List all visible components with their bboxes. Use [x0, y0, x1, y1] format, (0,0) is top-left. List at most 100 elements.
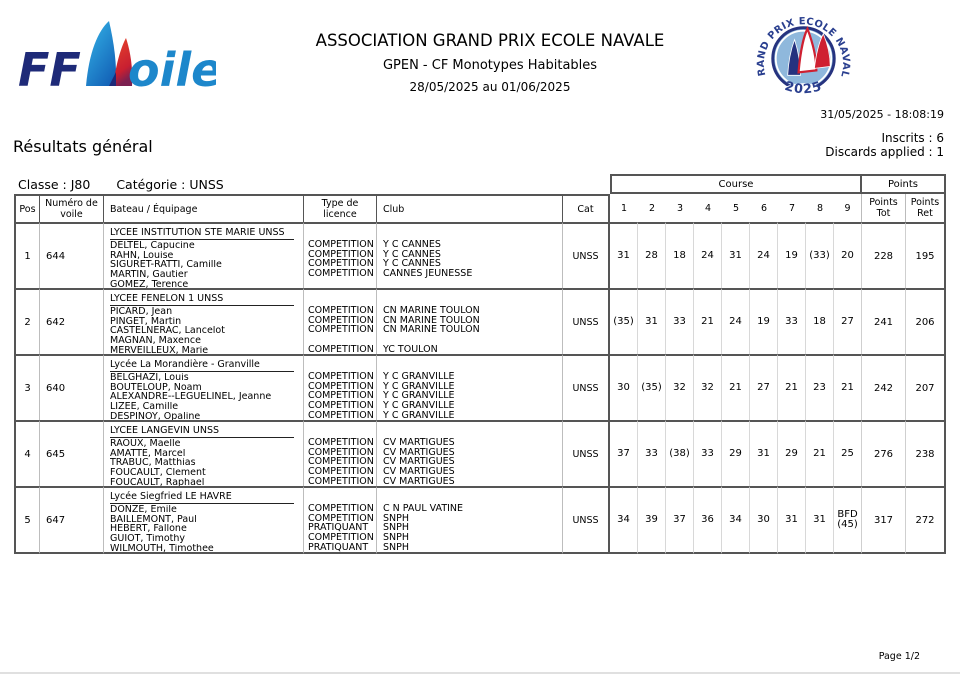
licence-line: COMPETITION — [308, 259, 374, 270]
race-score-cell-3: 33 — [666, 288, 694, 354]
club-line: Y C CANNES — [383, 259, 441, 270]
race-score-cell-6: 31 — [750, 420, 778, 486]
column-header-club: Club — [377, 194, 563, 222]
column-header-race-1: 1 — [620, 202, 628, 214]
results-table: Course Points Pos Numéro de voile Bateau… — [14, 174, 946, 554]
column-header-race-4: 4 — [704, 202, 712, 214]
licence-line: COMPETITION — [308, 447, 374, 458]
ffvoile-logo: FF oile — [16, 18, 222, 104]
race-score-cell-7: 29 — [778, 420, 806, 486]
logo-red-sail — [113, 38, 133, 86]
gpen-badge: GRAND PRIX ECOLE NAVALE 2025 — [748, 0, 855, 108]
cat-cell: UNSS — [563, 222, 610, 288]
crew-name: RAOUX, Maelle — [110, 439, 181, 449]
cat-cell: UNSS — [563, 288, 610, 354]
race-score-cell-9: 25 — [834, 420, 862, 486]
race-score-cell-4: 21 — [694, 288, 722, 354]
race-score-cell-7: 33 — [778, 288, 806, 354]
points-band: Points — [862, 174, 946, 194]
race-score-cell-5: 21 — [722, 354, 750, 420]
crew-name: MAGNAN, Maxence — [110, 336, 201, 346]
race-score-cell-2: 39 — [638, 486, 666, 554]
line-spacer — [308, 425, 376, 438]
race-score-cell-1: (35) — [610, 288, 638, 354]
column-header-sail-number: Numéro de voile — [40, 194, 104, 222]
points-net-cell: 195 — [906, 222, 946, 288]
points-net-cell: 206 — [906, 288, 946, 354]
licence-line: COMPETITION — [308, 325, 374, 336]
licence-line: COMPETITION — [308, 306, 374, 316]
race-score-cell-2: 33 — [638, 420, 666, 486]
line-spacer — [308, 491, 376, 504]
licence-line: COMPETITION — [308, 467, 374, 477]
points-net-cell: 272 — [906, 486, 946, 554]
boat-crew-cell: LYCEE FENELON 1 UNSS PICARD, Jean PINGET, … — [104, 288, 304, 354]
crew-name: FOUCAULT, Raphael — [110, 477, 205, 486]
club-line: CV MARTIGUES — [383, 467, 455, 477]
band-spacer — [14, 174, 610, 194]
race-score-cell-2: (35) — [638, 354, 666, 420]
line-spacer — [383, 425, 562, 438]
licence-cell: COMPETITION COMPETITION COMPETITION COMPETI… — [304, 354, 377, 420]
licence-line: COMPETITION — [308, 269, 374, 279]
race-score-cell-5: 34 — [722, 486, 750, 554]
crew-name: BOUTELOUP, Noam — [110, 382, 202, 393]
race-score-cell-8: (33) — [806, 222, 834, 288]
race-score-cell-1: 30 — [610, 354, 638, 420]
race-score-cell-6: 27 — [750, 354, 778, 420]
licence-line: COMPETITION — [308, 381, 374, 392]
team-name: Lycée La Morandière - Granville — [110, 360, 294, 372]
club-line — [383, 279, 562, 288]
crew-name: PINGET, Martin — [110, 316, 182, 327]
club-cell: Y C CANNES Y C CANNES Y C CANNES CANNES JEU… — [377, 222, 563, 288]
licence-line: COMPETITION — [308, 372, 374, 382]
column-header-race-5: 5 — [732, 202, 740, 214]
line-spacer — [383, 293, 562, 306]
column-header-race-9: 9 — [834, 194, 862, 222]
logo-blue-sail — [86, 21, 117, 86]
club-line: CN MARINE TOULON — [383, 325, 480, 336]
club-line: CV MARTIGUES — [383, 438, 455, 448]
sail-number-cell: 645 — [40, 420, 104, 486]
column-header-race-6: 6 — [760, 202, 768, 214]
crew-name: BAILLEMONT, Paul — [110, 514, 197, 525]
crew-name: DONZE, Emile — [110, 505, 177, 515]
boat-crew-cell: LYCEE LANGEVIN UNSS RAOUX, Maelle AMATTE, … — [104, 420, 304, 486]
crew-name: ALEXANDRE--LEGUELINEL, Jeanne — [110, 392, 272, 403]
race-score-cell-8: 21 — [806, 420, 834, 486]
crew-name: RAHN, Louise — [110, 250, 174, 261]
crew-name: GOMEZ, Terence — [110, 279, 189, 288]
position-cell: 2 — [14, 288, 40, 354]
race-score-cell-4: 36 — [694, 486, 722, 554]
licence-line — [308, 279, 376, 288]
crew-name: DELTEL, Capucine — [110, 241, 195, 251]
race-score-cell-4: 32 — [694, 354, 722, 420]
licence-line: PRATIQUANT — [308, 523, 369, 534]
sail-number-cell: 644 — [40, 222, 104, 288]
team-name: Lycée Siegfried LE HAVRE — [110, 492, 294, 504]
race-score-cell-5: 24 — [722, 288, 750, 354]
points-total-cell: 242 — [862, 354, 906, 420]
crew-name: MARTIN, Gautier — [110, 270, 188, 280]
race-score-cell-1: 34 — [610, 486, 638, 554]
column-header-race-7: 7 — [788, 202, 796, 214]
club-cell: Y C GRANVILLE Y C GRANVILLE Y C GRANVILLE Y… — [377, 354, 563, 420]
licence-line: COMPETITION — [308, 391, 374, 402]
club-line — [383, 335, 562, 345]
club-cell: C N PAUL VATINE SNPH SNPH SNPH SNPH — [377, 486, 563, 554]
column-header-boat-crew: Bateau / Équipage — [104, 194, 304, 222]
race-score-cell-3: 18 — [666, 222, 694, 288]
crew-name: MERVEILLEUX, Marie — [110, 345, 209, 354]
boat-crew-cell: Lycée La Morandière - Granville BELGHAZI,… — [104, 354, 304, 420]
race-score-cell-2: 31 — [638, 288, 666, 354]
club-line: Y C CANNES — [383, 249, 441, 260]
club-line: YC TOULON — [383, 344, 438, 354]
licence-line: COMPETITION — [308, 504, 374, 514]
race-score-cell-8: 23 — [806, 354, 834, 420]
race-score-cell-7: 31 — [778, 486, 806, 554]
crew-name: AMATTE, Marcel — [110, 448, 186, 459]
race-score-cell-5: 29 — [722, 420, 750, 486]
line-spacer — [308, 293, 376, 306]
licence-line: COMPETITION — [308, 249, 374, 260]
